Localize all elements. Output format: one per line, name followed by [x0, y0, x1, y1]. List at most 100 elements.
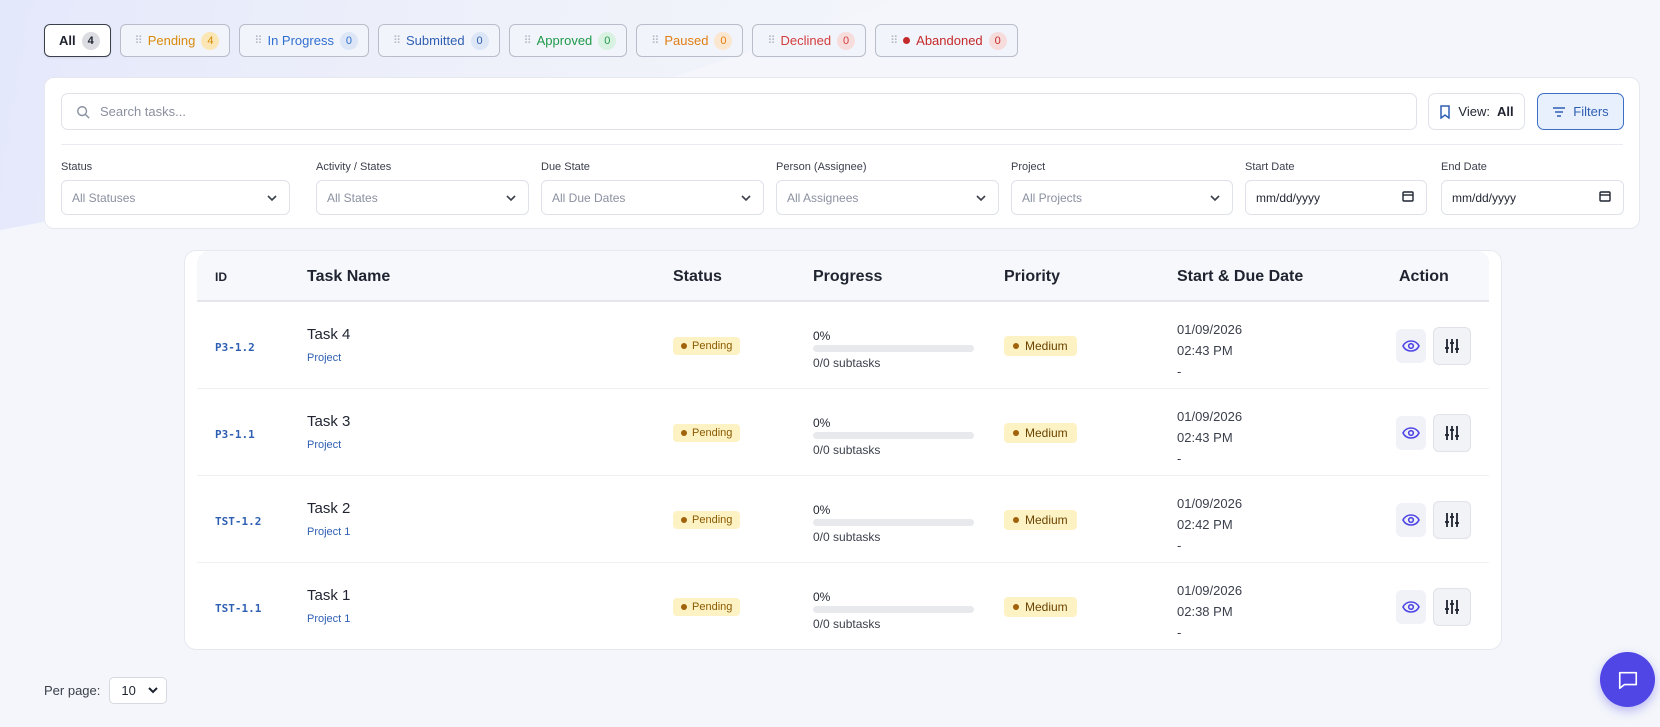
drag-handle-icon[interactable]: ⠿	[254, 35, 262, 47]
tab-abandoned[interactable]: ⠿ Abandoned 0	[875, 24, 1018, 57]
per-page-select[interactable]: 10	[109, 677, 168, 704]
tab-all[interactable]: All 4	[44, 24, 111, 57]
tab-pending[interactable]: ⠿ Pending 4	[119, 24, 231, 57]
filter-label: Due State	[541, 161, 590, 173]
tab-approved[interactable]: ⠿ Approved 0	[508, 24, 628, 57]
date-cell: 01/09/2026 02:38 PM -	[1177, 580, 1242, 643]
table-header: ID Task Name Status Progress Priority St…	[197, 251, 1489, 302]
priority-text: Medium	[1025, 426, 1068, 440]
priority-badge: Medium	[1004, 510, 1077, 530]
start-date: 01/09/2026	[1177, 409, 1243, 424]
subtasks-count: 0/0 subtasks	[813, 617, 881, 631]
task-id[interactable]: TST-1.2	[215, 515, 262, 528]
header-dates: Start & Due Date	[1177, 268, 1304, 285]
tab-label: Pending	[147, 33, 196, 48]
sliders-icon	[1445, 426, 1459, 440]
tab-submitted[interactable]: ⠿ Submitted 0	[377, 24, 500, 57]
table-row[interactable]: P3-1.1 Task 3 Project Pending 0% 0/0 subtasks…	[197, 389, 1489, 476]
status-text: Pending	[692, 514, 733, 526]
start-date: 01/09/2026	[1177, 583, 1243, 598]
table-row[interactable]: P3-1.2 Task 4 Project Pending 0% 0/0 subtasks…	[197, 302, 1489, 389]
progress-percent: 0%	[813, 503, 831, 517]
start-time: 02:43 PM	[1177, 343, 1233, 358]
eye-icon	[1402, 601, 1420, 613]
task-id[interactable]: TST-1.1	[215, 602, 262, 615]
date-value: mm/dd/yyyy	[1256, 190, 1321, 205]
tab-label: All	[59, 33, 76, 48]
end-date-input[interactable]: mm/dd/yyyy	[1441, 180, 1624, 215]
filter-label: Person (Assignee)	[776, 161, 867, 173]
sliders-icon	[1445, 339, 1459, 353]
filter-start-date: Start Date mm/dd/yyyy	[1245, 161, 1427, 215]
drag-handle-icon[interactable]: ⠿	[392, 35, 401, 47]
search-box[interactable]	[61, 93, 1417, 130]
drag-handle-icon[interactable]: ⠿	[767, 35, 775, 47]
priority-dot-icon	[1013, 430, 1019, 436]
tab-label: Approved	[536, 33, 593, 48]
tab-declined[interactable]: ⠿ Declined 0	[752, 24, 867, 57]
adjust-task-button[interactable]	[1433, 414, 1471, 452]
priority-dot-icon	[1013, 604, 1019, 610]
drag-handle-icon[interactable]: ⠿	[651, 35, 659, 47]
adjust-task-button[interactable]	[1433, 327, 1471, 365]
task-id[interactable]: P3-1.1	[215, 428, 255, 441]
project-select[interactable]: All Projects	[1011, 180, 1233, 215]
filters-label: Filters	[1573, 104, 1609, 119]
activity-select[interactable]: All States	[316, 180, 529, 215]
start-date-input[interactable]: mm/dd/yyyy	[1245, 180, 1427, 215]
due-date: -	[1177, 451, 1182, 466]
adjust-task-button[interactable]	[1433, 588, 1471, 626]
project-link[interactable]: Project	[307, 439, 342, 451]
adjust-task-button[interactable]	[1433, 501, 1471, 539]
due-select[interactable]: All Due Dates	[541, 180, 764, 215]
filters-button[interactable]: Filters	[1537, 93, 1624, 130]
drag-handle-icon[interactable]: ⠿	[523, 35, 532, 47]
status-dot-icon	[681, 517, 687, 523]
divider	[61, 144, 1623, 145]
tab-label: Paused	[664, 33, 709, 48]
project-link[interactable]: Project 1	[307, 526, 351, 538]
priority-badge: Medium	[1004, 597, 1077, 617]
select-value: All Projects	[1022, 190, 1083, 205]
tab-in-progress[interactable]: ⠿ In Progress 0	[239, 24, 369, 57]
sliders-icon	[1445, 600, 1459, 614]
tab-label: Submitted	[406, 33, 465, 48]
priority-dot-icon	[1013, 517, 1019, 523]
status-badge: Pending	[673, 337, 741, 355]
view-task-button[interactable]	[1396, 329, 1426, 363]
search-input[interactable]	[100, 104, 1380, 119]
view-task-button[interactable]	[1396, 503, 1426, 537]
project-link[interactable]: Project 1	[307, 613, 351, 625]
chat-icon	[1618, 671, 1637, 689]
select-value: All Due Dates	[552, 190, 626, 205]
filter-panel: View: All Filters Status All Statuses Act…	[44, 77, 1640, 229]
task-id[interactable]: P3-1.2	[215, 341, 255, 354]
filter-icon	[1553, 106, 1566, 117]
project-link[interactable]: Project	[307, 352, 342, 364]
drag-handle-icon[interactable]: ⠿	[134, 35, 143, 47]
filter-due: Due State All Due Dates	[541, 161, 764, 215]
progress-percent: 0%	[813, 590, 831, 604]
assignee-select[interactable]: All Assignees	[776, 180, 999, 215]
progress-percent: 0%	[813, 416, 831, 430]
task-name: Task 1	[307, 587, 351, 604]
due-date: -	[1177, 625, 1182, 640]
bookmark-icon	[1440, 104, 1451, 119]
tab-label: Abandoned	[916, 33, 983, 48]
due-date: -	[1177, 364, 1182, 379]
chevron-down-icon	[506, 191, 516, 205]
view-all-button[interactable]: View: All	[1428, 93, 1525, 130]
table-row[interactable]: TST-1.1 Task 1 Project 1 Pending 0% 0/0 subta…	[197, 563, 1489, 650]
status-select[interactable]: All Statuses	[61, 180, 290, 215]
filter-label: Activity / States	[316, 161, 392, 173]
tab-paused[interactable]: ⠿ Paused 0	[636, 24, 744, 57]
chat-button[interactable]	[1600, 652, 1655, 707]
priority-text: Medium	[1025, 513, 1068, 527]
table-row[interactable]: TST-1.2 Task 2 Project 1 Pending 0% 0/0 subta…	[197, 476, 1489, 563]
view-task-button[interactable]	[1396, 590, 1426, 624]
priority-dot-icon	[1013, 343, 1019, 349]
view-task-button[interactable]	[1396, 416, 1426, 450]
chevron-down-icon	[267, 191, 277, 205]
drag-handle-icon[interactable]: ⠿	[890, 35, 898, 47]
filter-project: Project All Projects	[1011, 161, 1233, 215]
